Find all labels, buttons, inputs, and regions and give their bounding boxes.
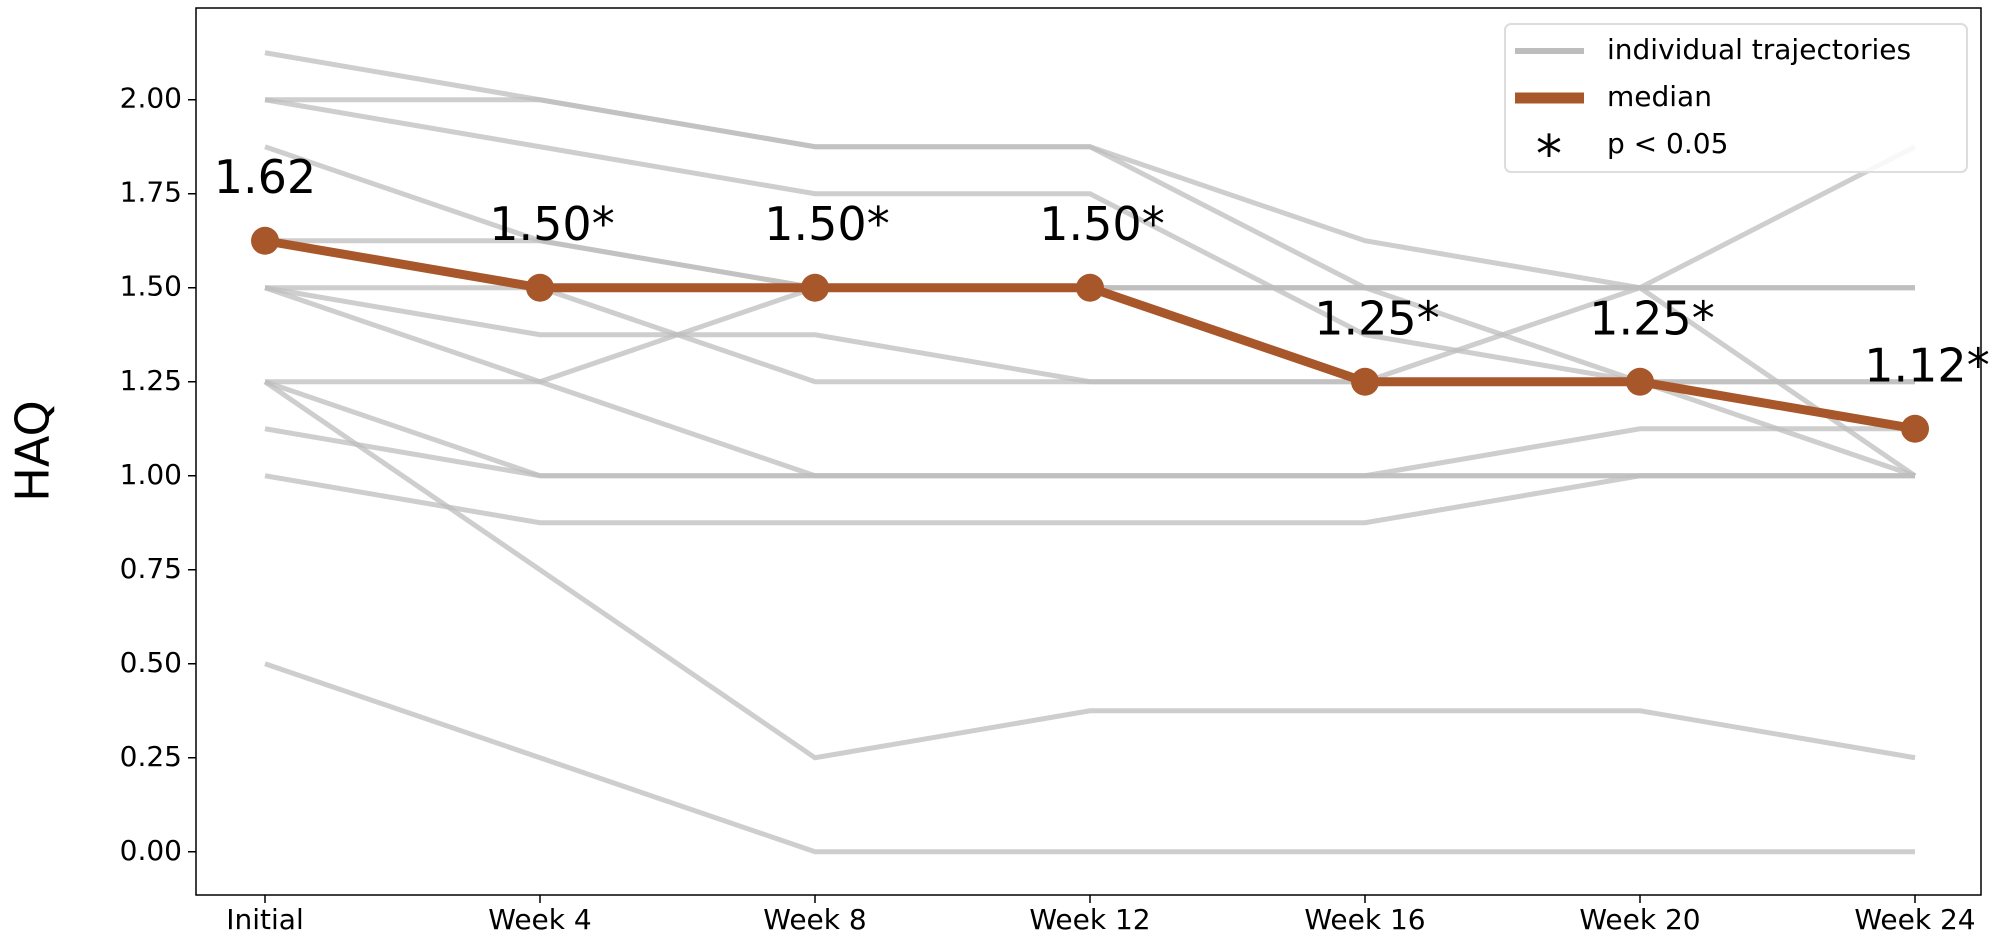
median-marker	[1351, 367, 1379, 396]
y-tick-label: 1.00	[120, 458, 182, 491]
median-marker	[526, 273, 554, 302]
median-marker	[1076, 273, 1104, 302]
y-tick-label: 2.00	[120, 82, 182, 115]
trajectory-line	[263, 379, 1916, 761]
value-label: 1.25*	[1589, 291, 1714, 345]
trajectory-line	[264, 661, 1915, 855]
value-label: 1.50*	[764, 197, 889, 251]
legend-marker: *	[1536, 125, 1562, 185]
x-tick-label: Week 12	[1029, 903, 1150, 936]
median-marker	[1901, 414, 1929, 443]
y-tick-label: 0.00	[120, 834, 182, 867]
y-tick-label: 1.50	[120, 270, 182, 303]
legend-label: individual trajectories	[1607, 33, 1911, 66]
trajectory-line	[264, 426, 1915, 479]
legend-label: p < 0.05	[1607, 127, 1728, 160]
value-label: 1.62	[214, 150, 316, 204]
value-label: 1.25*	[1314, 291, 1439, 345]
legend-label: median	[1607, 80, 1712, 113]
x-tick-label: Week 20	[1579, 903, 1700, 936]
y-axis-label: HAQ	[6, 400, 60, 501]
y-tick-label: 0.50	[120, 646, 182, 679]
median-marker	[251, 226, 279, 255]
x-tick-label: Week 8	[763, 903, 866, 936]
y-tick-label: 0.75	[120, 552, 182, 585]
value-label: 1.50*	[489, 197, 614, 251]
x-tick-label: Week 4	[488, 903, 591, 936]
x-tick-label: Week 16	[1304, 903, 1425, 936]
trajectory-line	[265, 144, 1917, 385]
x-tick-label: Week 24	[1854, 903, 1975, 936]
trajectory-line	[264, 473, 1915, 526]
y-tick-label: 1.25	[120, 364, 182, 397]
plot-frame	[195, 7, 1982, 896]
legend-box	[1504, 23, 1968, 173]
value-label: 1.50*	[1039, 197, 1164, 251]
median-marker	[1626, 367, 1654, 396]
y-tick-label: 0.25	[120, 740, 182, 773]
median-marker	[801, 273, 829, 302]
x-tick-label: Initial	[226, 903, 303, 936]
value-label: 1.12*	[1864, 338, 1989, 392]
y-tick-label: 1.75	[120, 176, 182, 209]
